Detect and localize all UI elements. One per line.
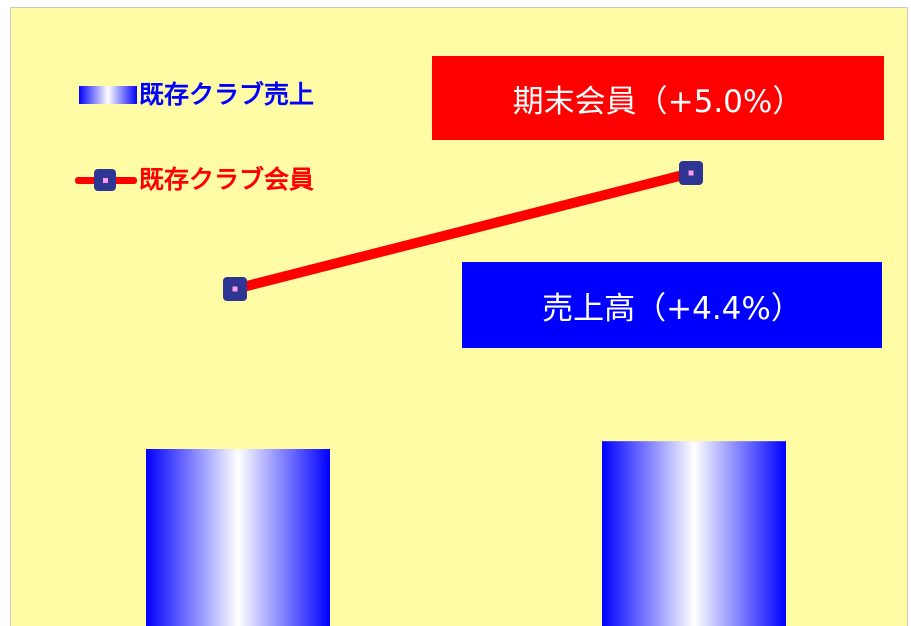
chart-canvas (146, 161, 786, 626)
bar-sales-1 (602, 441, 786, 626)
legend-item-members: 既存クラブ会員 (75, 165, 314, 195)
legend-bar-swatch (79, 86, 137, 104)
legend-label-sales: 既存クラブ売上 (139, 80, 315, 109)
legend-label-members: 既存クラブ会員 (139, 165, 315, 194)
legend-line-swatch (75, 167, 137, 193)
annotation-members-growth: 期末会員（+5.0%） (432, 56, 884, 140)
point-members-0 (223, 277, 247, 301)
annotation-sales-growth: 売上高（+4.4%） (462, 262, 882, 348)
chart-area: 既存クラブ売上 既存クラブ会員 期末会員（+5.0%） 売上高（+4.4%） (10, 7, 908, 626)
point-members-1 (679, 161, 703, 185)
line-members (230, 168, 696, 294)
legend-item-sales: 既存クラブ売上 (79, 80, 314, 110)
bar-sales-0 (146, 449, 330, 626)
